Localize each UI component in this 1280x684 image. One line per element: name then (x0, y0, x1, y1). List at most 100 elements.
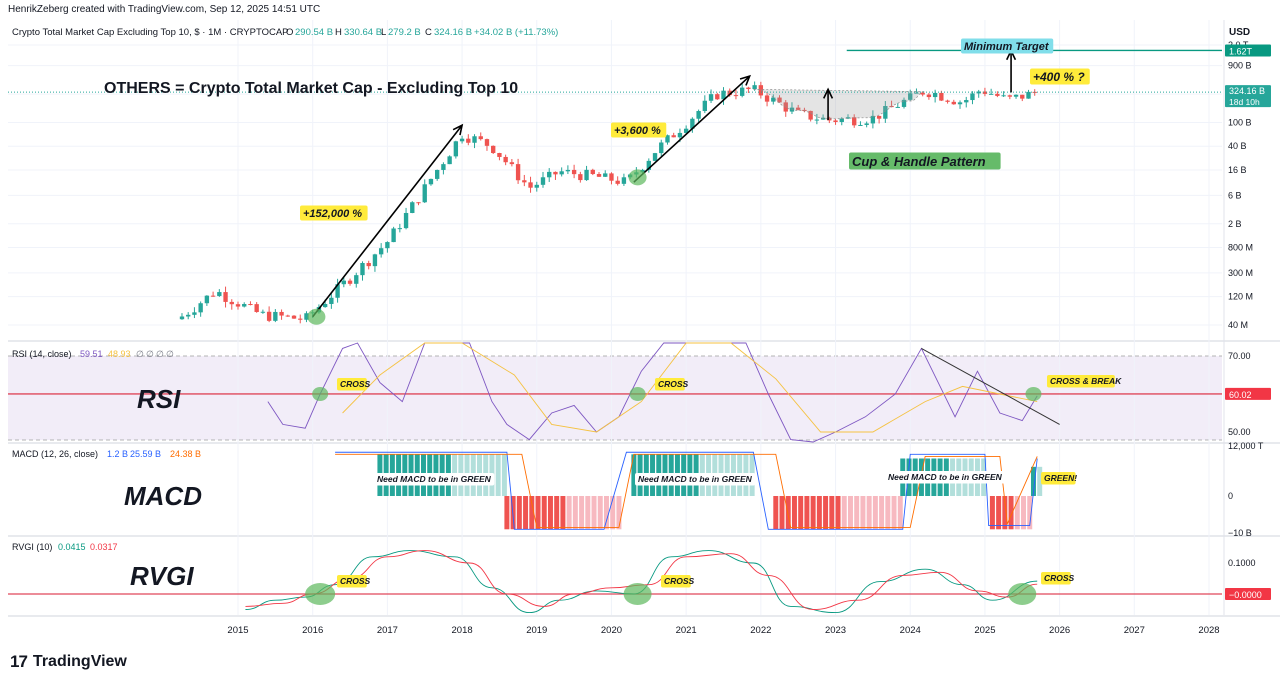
macd-legend-signal: 25.59 B (130, 449, 161, 459)
rvgi-cross-label-2-bg (661, 575, 691, 588)
macd-legend-macd: 1.2 B (107, 449, 128, 459)
gain-label-3600: +3,600 % (614, 125, 661, 137)
macd-axis-tick: 12,000 T (1228, 441, 1264, 451)
price-candle (298, 318, 303, 320)
price-rise-arrow-2-head (739, 74, 751, 86)
price-candle (565, 169, 571, 172)
macd-histogram-bar (996, 496, 1002, 530)
price-candle (304, 313, 309, 320)
rvgi-cross-label-2: CROSS (664, 576, 695, 586)
macd-histogram-bar (989, 496, 995, 530)
price-candle (839, 118, 844, 123)
price-candle (939, 92, 944, 101)
price-candle (242, 304, 247, 307)
price-candle (690, 118, 695, 129)
macd-histogram-bar (495, 454, 501, 496)
macd-histogram-bar (1030, 466, 1036, 496)
price-candle (615, 180, 620, 184)
minimum-target-label: Minimum Target (964, 41, 1050, 53)
macd-histogram-bar (1002, 496, 1008, 530)
currency-label: USD (1229, 27, 1250, 38)
macd-histogram-bar (829, 496, 835, 530)
price-axis-tick: 16 B (1228, 165, 1247, 175)
rsi-panel-label: RSI (137, 384, 181, 414)
cup-handle-label-bg (849, 152, 1001, 170)
price-candle (229, 301, 234, 305)
price-candle (727, 90, 732, 96)
price-legend-ohlc: O 290.54 B H 330.64 B L 279.2 B C 324.16… (286, 27, 558, 38)
price-candle (578, 174, 583, 181)
price-candle (976, 91, 981, 94)
price-candle (1007, 95, 1012, 97)
rsi-ma-line (342, 342, 1038, 433)
rsi-cross-label-2: CROSS (658, 379, 689, 389)
price-candle (901, 99, 907, 107)
price-candle (876, 115, 882, 119)
macd-histogram-bar (804, 496, 810, 530)
cup-depth-arrow-head (822, 87, 834, 99)
ohlc-o-value: 290.54 B (295, 27, 333, 38)
macd-histogram-bar (1021, 496, 1027, 530)
price-candle (964, 100, 969, 103)
macd-need-green-label-3: Need MACD to be in GREEN (888, 472, 1003, 482)
gain-label-152000-group: +152,000 % (300, 205, 368, 221)
macd-need-green-label-1-bg (374, 473, 495, 486)
time-axis-tick: 2016 (302, 625, 323, 636)
price-candle (435, 169, 440, 179)
price-axis-tick: 100 B (1228, 118, 1252, 128)
rsi-legend-value: 59.51 (80, 349, 103, 359)
price-candle (870, 115, 876, 124)
price-candle (621, 177, 627, 184)
price-candle (547, 171, 552, 178)
macd-green-label-group: GREEN! (1041, 472, 1077, 485)
ohlc-c-value: 324.16 B (434, 27, 472, 38)
price-candle (217, 292, 222, 296)
time-axis-tick: 2027 (1124, 625, 1145, 636)
price-candle (677, 132, 683, 138)
price-candle (758, 85, 764, 96)
price-candle (683, 128, 689, 133)
macd-histogram-bar (860, 496, 866, 530)
price-candle (752, 85, 757, 90)
price-candle (235, 304, 241, 307)
macd-legend-name: MACD (12, 26, close) (12, 449, 98, 459)
macd-histogram-bar (779, 496, 785, 530)
price-rise-arrow-1 (312, 124, 463, 318)
price-candle (665, 135, 670, 143)
ohlc-l-label: L (381, 27, 386, 38)
time-axis-tick: 2019 (526, 625, 547, 636)
price-candle (210, 295, 216, 297)
price-candle (771, 97, 776, 102)
price-candle (509, 162, 515, 165)
gain-label-400: +400 % ? (1033, 70, 1085, 84)
price-candle (528, 182, 533, 188)
rvgi-cross-label-3-group: CROSS (1041, 572, 1075, 585)
rsi-cross-break-label: CROSS & BREAK (1050, 376, 1122, 386)
rsi-legend-empty-3: ∅ (156, 349, 164, 359)
gain-label-3600-group: +3,600 % (611, 122, 667, 138)
time-axis-tick: 2022 (750, 625, 771, 636)
macd-histogram-bar (566, 496, 572, 530)
price-candle (895, 106, 900, 108)
price-candle (590, 169, 595, 175)
macd-histogram-bar (591, 496, 597, 530)
rvgi-cross-label-1: CROSS (340, 576, 371, 586)
price-candle (291, 315, 297, 319)
price-candle (198, 303, 203, 313)
macd-need-green-label-3-bg (885, 471, 1006, 484)
macd-axis-tick: −10 B (1228, 528, 1252, 538)
macd-histogram-bar (897, 496, 903, 530)
time-axis-tick: 2020 (601, 625, 622, 636)
price-candle (341, 280, 346, 285)
tradingview-brand[interactable]: 17 TradingView (10, 652, 127, 672)
price-candle (397, 228, 403, 230)
rsi-cross-label-2-bg (655, 378, 685, 391)
gain-label-400-bg (1030, 68, 1090, 85)
rsi-cross-marker-1 (312, 387, 329, 401)
macd-legend-hist: 24.38 B (170, 449, 201, 459)
cup-handle-label: Cup & Handle Pattern (852, 154, 986, 169)
rsi-cross-label-1-group: CROSS (337, 378, 371, 391)
minimum-target-label-group: Minimum Target (961, 38, 1054, 54)
macd-histogram-bar (835, 496, 841, 530)
